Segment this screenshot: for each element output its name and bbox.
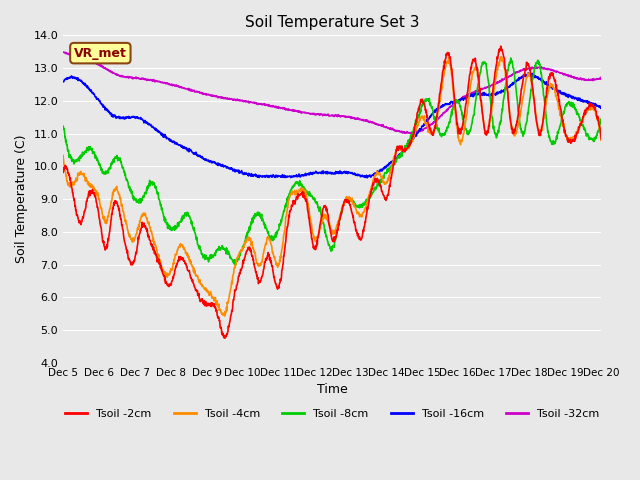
Legend: Tsoil -2cm, Tsoil -4cm, Tsoil -8cm, Tsoil -16cm, Tsoil -32cm: Tsoil -2cm, Tsoil -4cm, Tsoil -8cm, Tsoi… — [61, 404, 604, 423]
Y-axis label: Soil Temperature (C): Soil Temperature (C) — [15, 135, 28, 264]
Text: VR_met: VR_met — [74, 47, 127, 60]
X-axis label: Time: Time — [317, 384, 348, 396]
Title: Soil Temperature Set 3: Soil Temperature Set 3 — [245, 15, 419, 30]
